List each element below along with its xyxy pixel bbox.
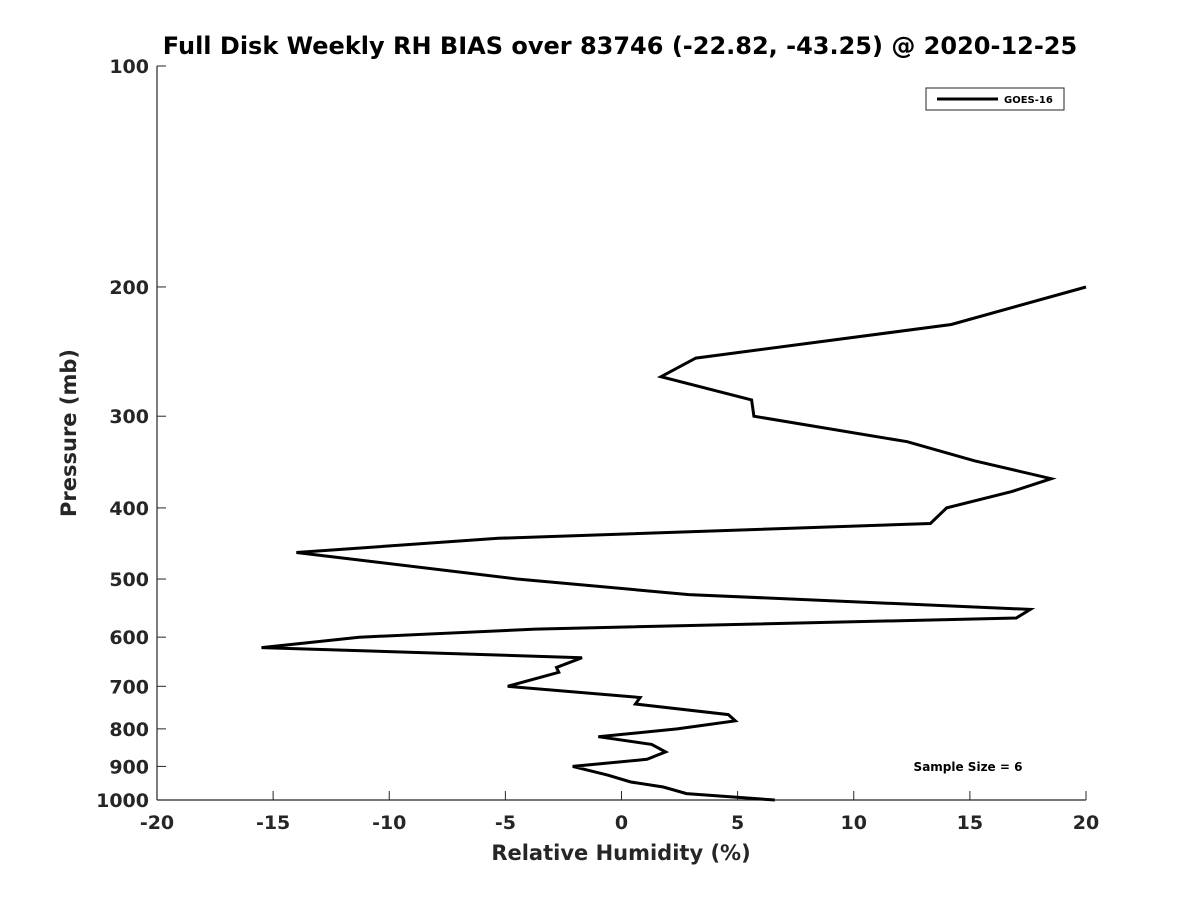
sample-size-annotation: Sample Size = 6 bbox=[914, 760, 1023, 774]
legend-label: GOES-16 bbox=[1004, 95, 1053, 106]
x-tick-label: 15 bbox=[957, 812, 983, 834]
x-axis-ticks: -20 -15 -10 -5 0 5 10 15 20 bbox=[140, 791, 1099, 834]
x-tick-label: 10 bbox=[841, 812, 867, 834]
y-axis-ticks: 100 200 300 400 500 600 700 800 900 1000 bbox=[96, 56, 166, 812]
x-tick-label: -15 bbox=[256, 812, 290, 834]
chart-title: Full Disk Weekly RH BIAS over 83746 (-22… bbox=[163, 32, 1077, 60]
x-tick-label: 0 bbox=[615, 812, 628, 834]
y-tick-label: 800 bbox=[109, 719, 149, 741]
x-tick-label: -5 bbox=[495, 812, 516, 834]
y-tick-label: 100 bbox=[109, 56, 149, 78]
x-tick-label: -10 bbox=[372, 812, 406, 834]
x-tick-label: 20 bbox=[1073, 812, 1099, 834]
x-tick-label: 5 bbox=[731, 812, 744, 834]
legend: GOES-16 bbox=[925, 87, 1065, 111]
y-tick-label: 700 bbox=[109, 676, 149, 698]
y-tick-label: 600 bbox=[109, 627, 149, 649]
series-layer bbox=[261, 285, 1087, 802]
series-line-goes-16 bbox=[261, 285, 1087, 802]
y-tick-label: 1000 bbox=[96, 790, 149, 812]
x-axis-label: Relative Humidity (%) bbox=[491, 841, 750, 865]
y-tick-label: 400 bbox=[109, 498, 149, 520]
y-tick-label: 200 bbox=[109, 277, 149, 299]
y-tick-label: 300 bbox=[109, 406, 149, 428]
y-tick-label: 900 bbox=[109, 756, 149, 778]
x-tick-label: -20 bbox=[140, 812, 174, 834]
y-axis-label: Pressure (mb) bbox=[57, 349, 81, 517]
y-tick-label: 500 bbox=[109, 569, 149, 591]
